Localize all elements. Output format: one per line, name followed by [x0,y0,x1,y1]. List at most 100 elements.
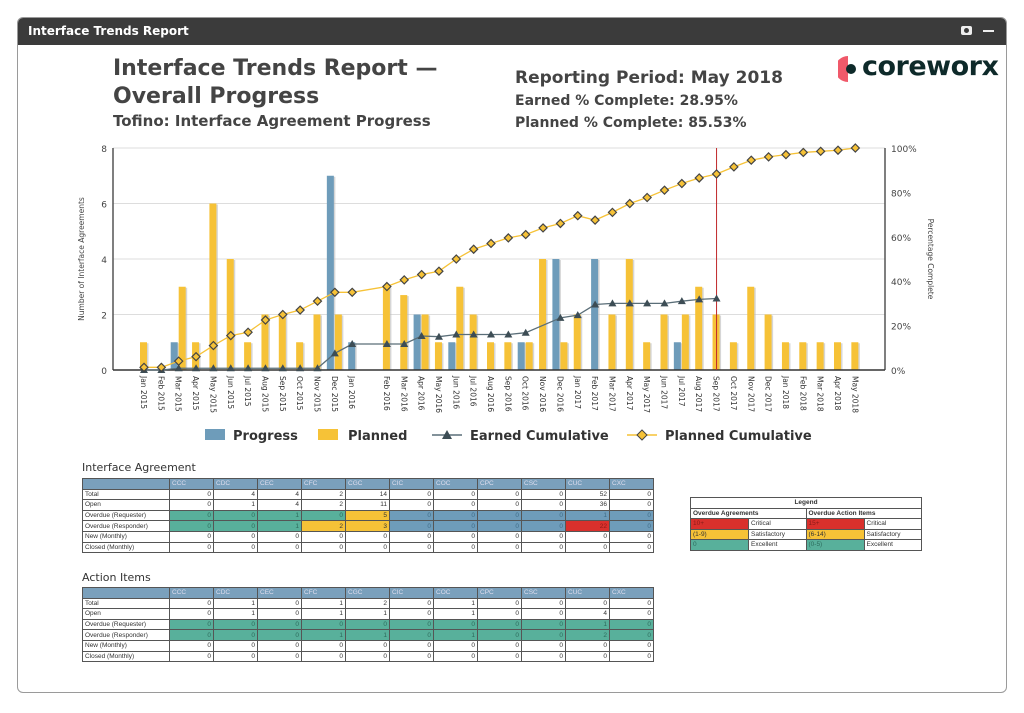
table-header-row: CCC CDC CEC CFC CGC CIC COC CPC CSC CUC CXC [82,478,654,490]
earned-point [487,330,495,338]
legend-progress-swatch [205,429,225,440]
planned-bar [695,286,703,370]
planned-bar [421,314,429,370]
planned-bar [625,259,633,370]
table-cell: 4 [565,608,610,620]
earned-point [469,330,478,338]
planned-cumulative-point [330,287,340,298]
x-tick-label: Aug 2017 [694,376,703,412]
planned-bar [487,342,494,370]
camera-icon[interactable] [961,26,972,35]
planned-cumulative-point [260,315,271,325]
table-cell: 0 [565,541,610,554]
earned-point [625,299,634,307]
table-cell: 0 [521,530,566,543]
y2-tick-label: 80% [891,189,911,199]
planned-bar [764,314,772,370]
planned-cumulative-point [711,169,722,179]
column-header: CPC [477,587,522,599]
x-tick-label: Jun 2015 [226,375,235,409]
table-cell: 0 [169,629,214,641]
table-cell: 1 [565,618,610,631]
planned-bar [681,314,689,370]
table-cell: 2 [565,629,610,641]
progress-bar [673,342,681,370]
column-header: CEC [257,587,302,599]
table-cell: 14 [345,488,390,501]
planned-cumulative-point [538,223,548,233]
column-header: CDC [213,587,258,599]
y-tick-label: 6 [101,201,107,211]
table-cell: 0 [609,618,654,631]
legend-planned-swatch [318,429,338,440]
column-header: CCC [169,587,214,599]
planned-bar [560,342,568,370]
action-items-title: Action Items [82,571,151,584]
row-label: Overdue (Responder) [82,629,170,641]
table-cell: 0 [609,499,654,511]
earned-point [573,311,582,319]
table-cell: 1 [257,520,302,532]
row-label: Open [82,499,170,511]
table-cell: 0 [609,650,654,663]
planned-bar [660,314,668,370]
x-tick-label: Sep 2016 [503,376,512,412]
earned-point [591,300,600,308]
x-tick-label: May 2017 [642,376,651,413]
planned-cumulative-point [850,143,861,153]
table-cell: 0 [433,488,478,501]
x-tick-label: Apr 2018 [833,376,842,411]
table-cell: 0 [433,499,478,511]
earned-point [400,340,409,348]
planned-cumulative-point [798,147,809,158]
planned-bar [382,286,390,370]
table-cell: 0 [477,499,522,511]
table-cell: 0 [433,509,478,522]
table-cell: 0 [521,509,566,522]
minimize-icon[interactable] [983,30,994,32]
table-cell: 11 [345,499,390,511]
table-cell: 4 [257,499,302,511]
planned-cumulative-point [399,275,410,285]
table-cell: 0 [169,520,214,532]
planned-cumulative-point [451,254,462,264]
table-cell: 0 [433,618,478,631]
y2-tick-label: 40% [891,278,911,288]
x-tick-label: Aug 2016 [486,376,495,412]
interface-agreement-title: Interface Agreement [82,461,196,474]
x-tick-label: Oct 2015 [295,376,304,411]
earned-point [226,364,235,372]
table-row: Overdue (Requester) 0 0 1 0 5 0 0 0 0 1 0 [82,509,654,522]
x-tick-label: Jun 2016 [451,375,460,409]
table-cell: 52 [565,488,610,501]
column-header: CXC [609,587,654,599]
earned-complete: Earned % Complete: 28.95% [515,93,738,109]
table-row: Total 0 4 4 2 14 0 0 0 0 52 0 [82,488,654,501]
planned-cumulative-point [694,173,705,183]
x-tick-label: Jun 2017 [660,375,669,409]
table-cell: 0 [169,639,214,652]
y2-tick-label: 0% [891,367,906,377]
table-cell: 0 [389,520,434,532]
earned-point [643,299,652,307]
x-tick-label: Jul 2016 [469,375,478,407]
planned-bar [400,295,408,370]
column-header: CUC [565,478,610,490]
column-header [82,587,170,599]
planned-cumulative-point [191,351,201,362]
table-cell: 0 [565,639,610,652]
table-cell: 2 [345,597,390,610]
table-cell: 0 [257,597,302,610]
x-tick-label: Oct 2016 [521,376,530,411]
planned-bar [851,342,859,370]
table-cell: 0 [301,509,346,522]
table-cell: 0 [169,541,214,554]
column-header: COC [433,587,478,599]
planned-bar [244,342,252,370]
y2-tick-label: 100% [891,145,917,155]
earned-point [330,349,339,357]
table-cell: 0 [213,618,258,631]
table-row: Closed (Monthly) 0 0 0 0 0 0 0 0 0 0 0 [82,541,654,554]
table-cell: 0 [521,639,566,652]
planned-bar [539,259,547,370]
